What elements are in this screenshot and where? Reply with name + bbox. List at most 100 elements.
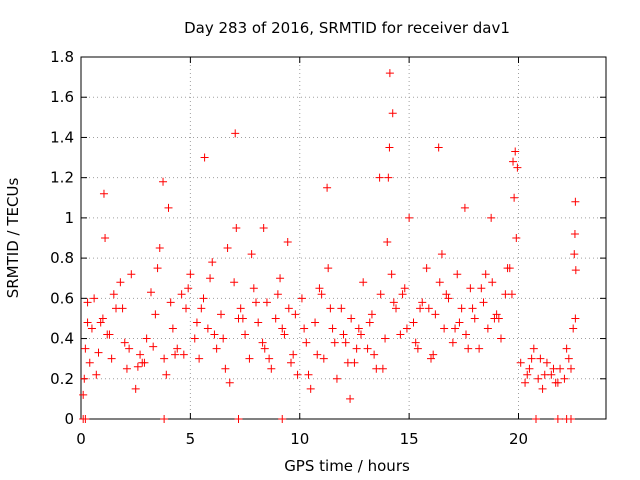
data-point — [567, 364, 575, 373]
data-point — [96, 318, 105, 327]
data-point — [354, 324, 363, 333]
data-point — [153, 264, 162, 273]
data-point — [197, 304, 206, 313]
data-point — [101, 234, 110, 242]
data-point — [231, 129, 240, 138]
data-point — [107, 354, 116, 363]
data-point — [413, 344, 422, 353]
data-point — [527, 354, 536, 363]
data-point — [475, 344, 484, 353]
data-point — [553, 378, 562, 387]
data-point — [138, 358, 147, 367]
data-point — [289, 350, 298, 359]
data-point — [190, 334, 199, 343]
data-point — [94, 348, 103, 357]
data-point — [516, 358, 525, 367]
data-point — [455, 318, 464, 327]
data-point — [470, 314, 479, 323]
baseline-point — [160, 415, 169, 423]
data-point — [560, 374, 569, 383]
data-point — [311, 318, 320, 327]
data-point — [400, 284, 409, 293]
data-point — [444, 294, 453, 303]
data-point — [287, 358, 295, 367]
data-point — [466, 284, 475, 293]
data-point — [179, 350, 188, 359]
data-point — [424, 304, 433, 313]
data-point — [571, 197, 580, 206]
data-point — [192, 318, 201, 327]
data-point — [81, 344, 90, 353]
baseline-point — [553, 415, 562, 423]
data-point — [184, 284, 193, 293]
data-point — [384, 173, 393, 182]
data-point — [259, 223, 268, 232]
data-point — [313, 350, 322, 359]
baseline-point — [278, 415, 287, 423]
data-point — [462, 330, 470, 339]
y-tick-label: 0 — [64, 410, 74, 428]
data-point — [453, 270, 462, 279]
y-tick-label: 1.8 — [50, 48, 74, 66]
data-point — [431, 310, 440, 319]
data-point — [271, 314, 280, 323]
data-point — [151, 310, 160, 319]
data-point — [549, 364, 558, 373]
data-point — [206, 274, 215, 283]
data-point — [385, 69, 394, 78]
data-point — [536, 354, 545, 363]
data-point — [284, 304, 293, 313]
data-point — [357, 330, 365, 339]
data-point — [339, 330, 348, 339]
data-point — [258, 338, 267, 347]
data-point — [236, 304, 245, 313]
plot-frame — [80, 56, 607, 420]
data-point — [219, 334, 228, 343]
data-point — [142, 334, 151, 343]
data-point — [487, 213, 496, 222]
data-point — [378, 364, 387, 373]
data-point — [562, 344, 571, 353]
data-point — [442, 290, 451, 299]
data-point — [346, 394, 355, 403]
y-tick-label: 0.8 — [50, 249, 74, 267]
data-point — [208, 258, 217, 267]
data-point — [477, 284, 486, 293]
data-point — [347, 314, 356, 323]
data-point — [238, 314, 247, 323]
data-point — [131, 384, 140, 393]
data-point — [306, 384, 315, 393]
data-point — [300, 324, 309, 333]
data-point — [409, 318, 418, 327]
data-point — [221, 364, 230, 373]
data-point — [147, 288, 155, 297]
data-point — [80, 374, 89, 383]
data-point — [200, 153, 209, 162]
data-point — [127, 270, 136, 279]
data-point — [105, 330, 114, 339]
data-point — [460, 203, 469, 212]
data-point — [98, 314, 107, 323]
data-point — [525, 364, 534, 373]
data-point — [283, 238, 292, 247]
data-point — [370, 350, 379, 359]
data-point — [352, 344, 361, 353]
data-point — [365, 318, 374, 327]
data-point — [317, 290, 326, 299]
data-point — [405, 213, 414, 222]
data-point — [160, 354, 169, 363]
data-point — [564, 354, 573, 363]
baseline-point — [532, 415, 540, 423]
data-point — [79, 390, 88, 399]
data-point — [267, 364, 276, 373]
x-axis-label: GPS time / hours — [284, 457, 410, 475]
data-point — [83, 298, 92, 307]
data-point — [341, 338, 350, 347]
data-point — [513, 163, 522, 172]
data-point — [337, 304, 346, 313]
data-point — [159, 177, 168, 186]
data-point — [273, 290, 282, 299]
data-point — [396, 330, 405, 339]
data-point — [217, 310, 225, 319]
